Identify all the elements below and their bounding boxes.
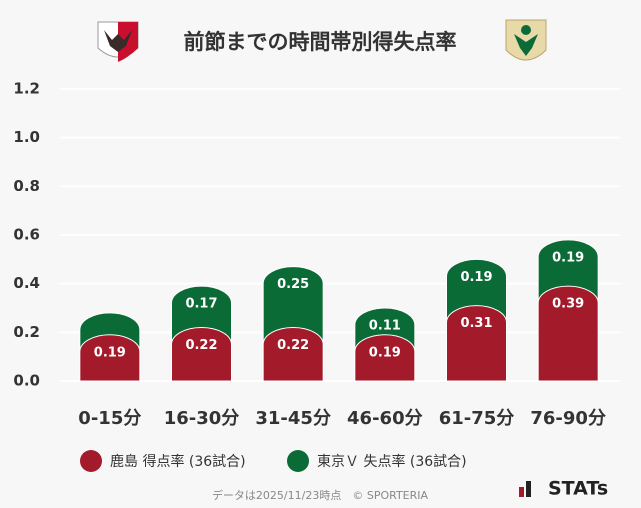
legend-label: 東京Ｖ 失点率 (36試合) [317, 453, 467, 470]
x-tick-label: 0-15分 [78, 408, 141, 429]
y-tick-label: 0.2 [13, 323, 40, 341]
y-tick-label: 0.6 [13, 226, 40, 244]
away-crest [505, 19, 547, 61]
bar [79, 334, 141, 382]
value-label: 0.25 [277, 277, 309, 292]
value-label: 0.19 [552, 250, 584, 265]
bar [446, 305, 507, 382]
value-label: 0.19 [460, 270, 492, 285]
y-tick-label: 0.0 [13, 372, 40, 390]
value-label: 0.22 [185, 338, 217, 353]
legend-swatch [80, 450, 102, 472]
value-label: 0.17 [185, 297, 217, 312]
y-tick-label: 1.0 [13, 128, 40, 146]
x-tick-label: 61-75分 [439, 408, 515, 429]
x-tick-label: 16-30分 [164, 408, 240, 429]
x-tick-label: 31-45分 [255, 408, 331, 429]
value-label: 0.31 [460, 316, 492, 331]
home-crest [97, 21, 139, 62]
chart-title: 前節までの時間帯別得失点率 [184, 30, 457, 54]
brand: STATs [548, 478, 608, 500]
value-label: 0.39 [552, 297, 584, 312]
bar [537, 285, 599, 382]
bar [262, 327, 324, 382]
x-tick-label: 76-90分 [530, 408, 606, 429]
y-tick-label: 0.4 [13, 274, 40, 292]
y-tick-label: 1.2 [13, 80, 40, 98]
bar [171, 327, 232, 382]
value-label: 0.19 [369, 345, 401, 360]
value-label: 0.19 [94, 345, 126, 360]
footer: データは2025/11/23時点 © SPORTERIA [212, 488, 429, 502]
legend-swatch [287, 450, 309, 472]
legend-label: 鹿島 得点率 (36試合) [110, 453, 246, 470]
y-tick-label: 0.8 [13, 177, 40, 195]
value-label: 0.22 [277, 338, 309, 353]
bar [354, 334, 416, 382]
brand-logo: STATs [519, 478, 608, 500]
value-label: 0.11 [369, 319, 401, 334]
x-tick-label: 46-60分 [347, 408, 423, 429]
